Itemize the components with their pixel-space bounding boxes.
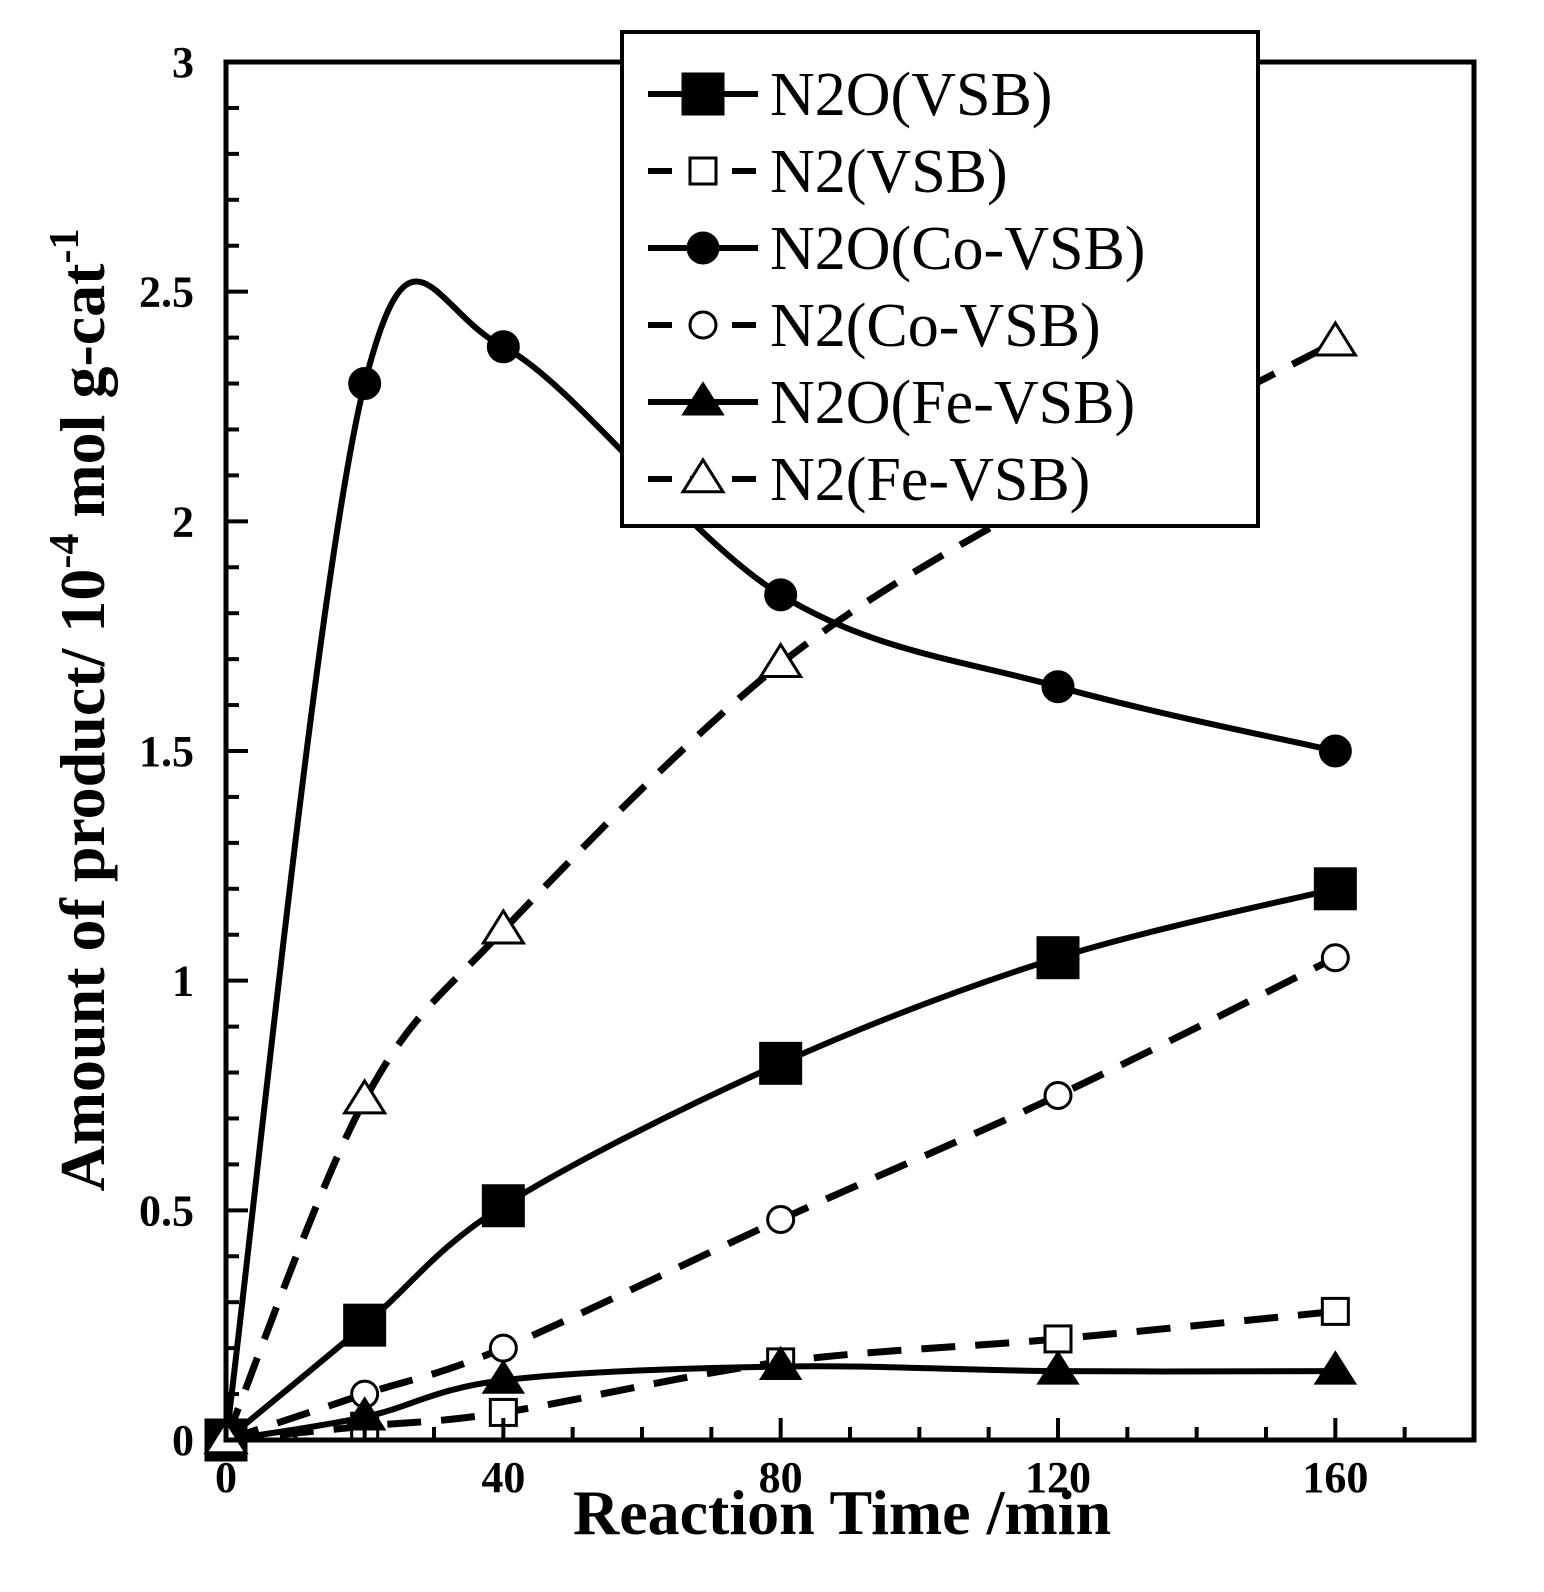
y-axis-title-exp1: -4	[42, 534, 88, 569]
point-N2O(VSB)-40	[481, 1184, 525, 1228]
y-axis-title: Amount of product/ 10-4 mol g-cat-1	[42, 229, 118, 1192]
y-tick-label-0.5: 0.5	[139, 1186, 194, 1235]
legend-marker-N2O(Co-VSB)	[686, 231, 720, 265]
legend-entry-N2O(Fe-VSB): N2O(Fe-VSB)	[648, 369, 1135, 437]
legend-label-N2(VSB): N2(VSB)	[770, 138, 1008, 206]
legend-entry-N2O(VSB): N2O(VSB)	[648, 61, 1052, 129]
point-N2O(Fe-VSB)-120	[1036, 1350, 1080, 1385]
legend-label-N2(Fe-VSB): N2(Fe-VSB)	[770, 446, 1090, 514]
series-N2O(VSB)	[204, 867, 1357, 1462]
legend: N2O(VSB) N2(VSB) N2O(Co-VSB) N2(Co-VSB) N2O(…	[620, 30, 1260, 528]
y-axis-title-exp2: -1	[42, 229, 88, 264]
legend-marker-N2O(Fe-VSB)	[681, 381, 725, 416]
y-tick-label-1.5: 1.5	[139, 727, 194, 776]
legend-entry-N2(VSB): N2(VSB)	[648, 138, 1008, 206]
plot-layer	[203, 278, 1359, 1462]
legend-label-N2O(Co-VSB): N2O(Co-VSB)	[770, 215, 1145, 283]
legend-marker-N2(Co-VSB)	[688, 310, 718, 340]
point-N2(Co-VSB)-40	[488, 1333, 518, 1363]
point-N2(VSB)-160	[1320, 1296, 1350, 1326]
point-N2O(Co-VSB)-20	[348, 367, 382, 401]
legend-marker-N2O(VSB)	[681, 72, 725, 116]
axes-layer: 0 40 80 120 160 0 0.5 1 1.5 2 2.5 3 Reaction Time /m…	[42, 38, 1477, 1548]
point-N2(Fe-VSB)-40	[480, 908, 527, 945]
x-tick-label-160: 160	[1302, 1453, 1368, 1502]
point-N2O(Co-VSB)-80	[764, 578, 798, 612]
point-N2(Fe-VSB)-20	[341, 1078, 388, 1115]
point-N2O(VSB)-120	[1036, 936, 1080, 980]
x-axis-title: Reaction Time /min	[573, 1477, 1111, 1548]
point-N2(Fe-VSB)-80	[757, 641, 804, 679]
point-N2(Co-VSB)-160	[1320, 943, 1350, 973]
point-N2(VSB)-120	[1043, 1324, 1073, 1354]
legend-label-N2O(VSB): N2O(VSB)	[770, 61, 1052, 129]
point-N2O(VSB)-80	[759, 1041, 803, 1085]
point-N2O(Fe-VSB)-80	[758, 1345, 803, 1381]
series-N2O(Fe-VSB)	[204, 1345, 1358, 1454]
x-tick-label-40: 40	[481, 1453, 525, 1502]
x-tick-label-120: 120	[1025, 1453, 1091, 1502]
point-N2O(VSB)-20	[343, 1303, 387, 1347]
legend-label-N2(Co-VSB): N2(Co-VSB)	[770, 292, 1101, 360]
legend-label-N2O(Fe-VSB): N2O(Fe-VSB)	[770, 369, 1135, 437]
point-N2O(Co-VSB)-40	[486, 330, 520, 364]
point-N2(Co-VSB)-120	[1043, 1081, 1073, 1110]
point-N2O(Fe-VSB)-160	[1313, 1350, 1358, 1385]
y-tick-label-2: 2	[172, 497, 194, 546]
point-N2O(Co-VSB)-160	[1318, 734, 1352, 768]
point-N2(Fe-VSB)-160	[1312, 320, 1359, 357]
y-tick-label-2.5: 2.5	[139, 268, 194, 317]
point-N2O(Co-VSB)-120	[1041, 670, 1075, 704]
x-tick-label-0: 0	[215, 1453, 237, 1502]
point-N2O(Fe-VSB)-40	[481, 1359, 526, 1394]
y-tick-label-3: 3	[172, 38, 194, 87]
series-line-N2(Fe-VSB)	[222, 339, 1337, 1442]
legend-marker-N2(Fe-VSB)	[680, 456, 726, 494]
point-N2(Co-VSB)-80	[766, 1205, 796, 1235]
legend-marker-N2(VSB)	[688, 156, 718, 186]
legend-entry-N2O(Co-VSB): N2O(Co-VSB)	[648, 215, 1145, 283]
series-line-N2(Co-VSB)	[224, 954, 1337, 1444]
y-tick-label-0: 0	[172, 1416, 194, 1465]
point-N2O(VSB)-160	[1313, 867, 1357, 911]
x-tick-label-80: 80	[759, 1453, 803, 1502]
y-axis-title-main: Amount of product/ 10	[47, 569, 118, 1192]
legend-box	[620, 30, 1260, 528]
y-axis-title-mid: mol g-cat	[47, 263, 118, 534]
legend-entry-N2(Co-VSB): N2(Co-VSB)	[648, 292, 1101, 360]
legend-entry-N2(Fe-VSB): N2(Fe-VSB)	[648, 446, 1090, 514]
y-tick-label-1: 1	[172, 957, 194, 1006]
